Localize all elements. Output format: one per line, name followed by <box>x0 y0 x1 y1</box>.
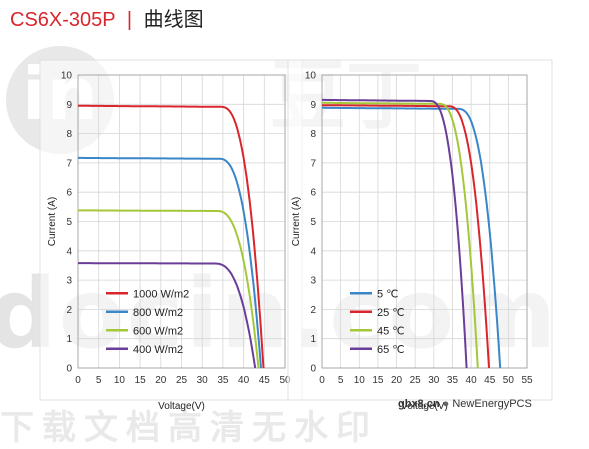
y-tick-label: 1 <box>310 334 316 345</box>
x-tick-label: 25 <box>410 375 422 386</box>
x-tick-label: 35 <box>447 375 459 386</box>
model-name: CS6X-305P <box>10 9 116 31</box>
y-tick-label: 5 <box>66 217 72 228</box>
page-subtitle: 曲线图 <box>143 9 204 31</box>
series-line <box>78 209 260 369</box>
x-tick-label: 25 <box>176 375 188 386</box>
x-tick-label: 20 <box>155 375 167 386</box>
footer-site: gbx8.cn <box>398 398 440 410</box>
x-tick-label: 5 <box>96 375 102 386</box>
y-tick-label: 2 <box>66 305 72 316</box>
y-tick-label: 5 <box>310 217 316 228</box>
y-tick-label: 7 <box>310 158 316 169</box>
y-tick-label: 3 <box>66 276 72 287</box>
x-tick-label: 45 <box>484 375 496 386</box>
legend-label: 65 ℃ <box>377 344 405 356</box>
series-line <box>322 106 502 369</box>
x-tick-label: 15 <box>372 375 384 386</box>
series-line <box>78 262 257 369</box>
y-tick-label: 4 <box>66 246 72 257</box>
y-tick-label: 1 <box>66 334 72 345</box>
plot-area <box>321 74 528 369</box>
y-tick-label: 10 <box>305 71 317 82</box>
x-tick-label: 0 <box>75 375 81 386</box>
y-tick-label: 8 <box>66 129 72 140</box>
chart-panel <box>287 59 553 401</box>
wechat-icon: ● <box>442 398 450 410</box>
x-tick-label: 40 <box>466 375 478 386</box>
footer-handle: NewEnergyPCS <box>452 398 532 410</box>
legend-label: 5 ℃ <box>377 288 399 300</box>
footer-watermark: gbx8.cn ● NewEnergyPCS <box>398 398 532 410</box>
x-tick-label: 35 <box>217 375 229 386</box>
series-line <box>322 104 490 369</box>
x-tick-label: 50 <box>503 375 515 386</box>
x-tick-label: 20 <box>391 375 403 386</box>
chart-header: CS6X-305P | 曲线图 <box>10 8 204 32</box>
y-tick-label: 10 <box>61 71 73 82</box>
series-line <box>78 156 262 369</box>
legend-label: 600 W/m2 <box>133 325 183 337</box>
y-tick-label: 0 <box>310 364 316 375</box>
legend-label: 25 ℃ <box>377 307 405 319</box>
y-tick-label: 8 <box>310 129 316 140</box>
legend-label: 800 W/m2 <box>133 307 183 319</box>
legend-label: 400 W/m2 <box>133 344 183 356</box>
x-tick-label: 30 <box>428 375 440 386</box>
x-axis-label: Voltage(V) <box>401 401 448 412</box>
y-tick-label: 6 <box>310 188 316 199</box>
y-tick-label: 7 <box>66 158 72 169</box>
title-separator: | <box>126 9 133 31</box>
y-tick-label: 0 <box>66 364 72 375</box>
y-tick-label: 2 <box>310 305 316 316</box>
x-tick-label: 30 <box>197 375 209 386</box>
y-axis-label: Current (A) <box>291 197 302 246</box>
x-tick-label: 10 <box>114 375 126 386</box>
x-tick-label: 15 <box>135 375 147 386</box>
y-tick-label: 6 <box>66 188 72 199</box>
legend-label: 45 ℃ <box>377 325 405 337</box>
plot-area <box>77 74 286 369</box>
series-line <box>78 104 265 369</box>
x-tick-label: 10 <box>354 375 366 386</box>
y-tick-label: 4 <box>310 246 316 257</box>
y-tick-label: 9 <box>66 100 72 111</box>
x-tick-label: 45 <box>259 375 271 386</box>
x-tick-label: 5 <box>338 375 344 386</box>
legend-label: 1000 W/m2 <box>133 288 189 300</box>
x-tick-label: 55 <box>521 375 533 386</box>
y-tick-label: 9 <box>310 100 316 111</box>
y-axis-label: Current (A) <box>47 197 58 246</box>
x-tick-label: 0 <box>319 375 325 386</box>
x-axis-label: Voltage(V) <box>158 401 205 412</box>
series-line <box>322 98 468 369</box>
x-tick-label: 40 <box>238 375 250 386</box>
series-line <box>322 101 479 369</box>
x-tick-label: 50 <box>279 375 291 386</box>
y-tick-label: 3 <box>310 276 316 287</box>
